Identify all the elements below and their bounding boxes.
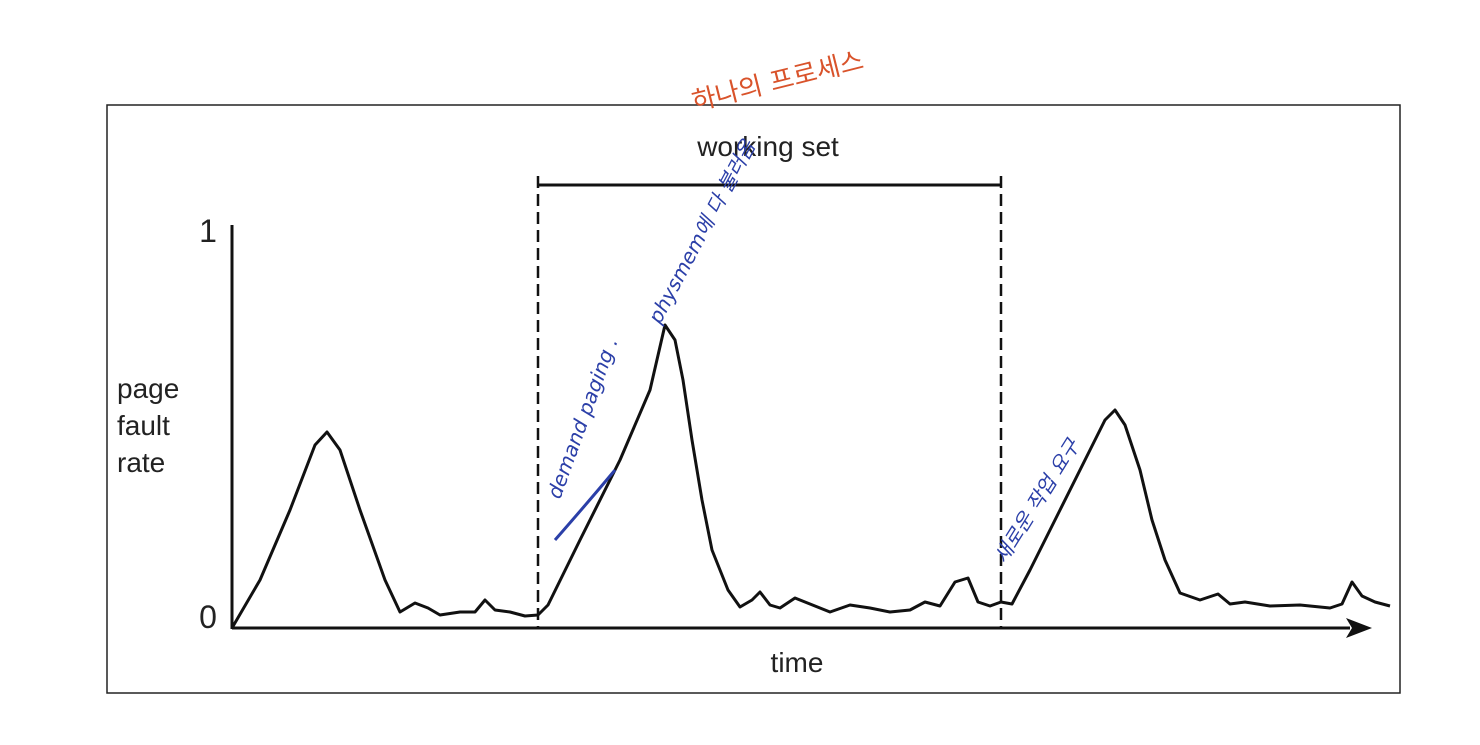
x-label: time bbox=[771, 647, 824, 678]
x-arrow bbox=[1346, 618, 1372, 638]
y-top-label: 1 bbox=[199, 213, 217, 249]
y-bottom-label: 0 bbox=[199, 599, 217, 635]
working-set-label: working set bbox=[696, 131, 839, 162]
peak-note: physmem에 다 불러옴 bbox=[643, 135, 761, 328]
note-underline bbox=[553, 469, 617, 541]
y-label-line: rate bbox=[117, 447, 165, 478]
new-work-note: 새로운 작업 요구 bbox=[989, 434, 1085, 568]
y-label-line: fault bbox=[117, 410, 170, 441]
y-label-line: page bbox=[117, 373, 179, 404]
frame bbox=[106, 104, 1401, 694]
fault-curve bbox=[230, 323, 1391, 629]
process-note: 하나의 프로세스 bbox=[689, 46, 867, 118]
